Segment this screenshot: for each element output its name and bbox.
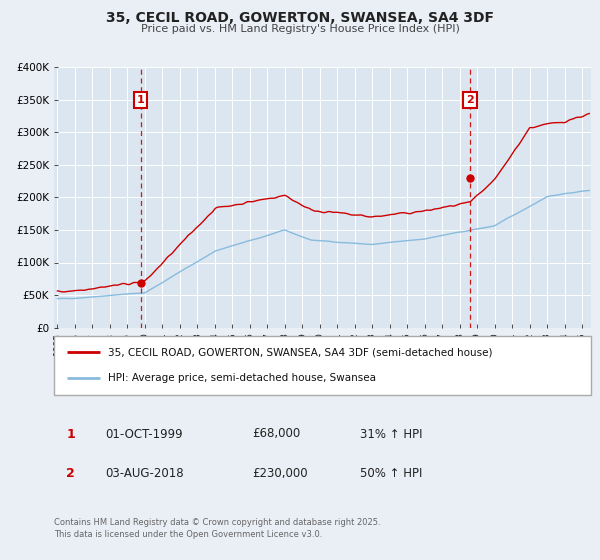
Text: 50% ↑ HPI: 50% ↑ HPI [360,466,422,480]
Text: 1: 1 [66,427,75,441]
Text: £68,000: £68,000 [252,427,300,441]
Text: Price paid vs. HM Land Registry's House Price Index (HPI): Price paid vs. HM Land Registry's House … [140,24,460,34]
Text: 35, CECIL ROAD, GOWERTON, SWANSEA, SA4 3DF (semi-detached house): 35, CECIL ROAD, GOWERTON, SWANSEA, SA4 3… [108,347,492,357]
Text: 2: 2 [66,466,75,480]
Text: 1: 1 [137,95,145,105]
Text: 35, CECIL ROAD, GOWERTON, SWANSEA, SA4 3DF: 35, CECIL ROAD, GOWERTON, SWANSEA, SA4 3… [106,12,494,26]
Text: 2: 2 [466,95,474,105]
Text: HPI: Average price, semi-detached house, Swansea: HPI: Average price, semi-detached house,… [108,374,376,384]
Text: 03-AUG-2018: 03-AUG-2018 [105,466,184,480]
Text: £230,000: £230,000 [252,466,308,480]
Text: 31% ↑ HPI: 31% ↑ HPI [360,427,422,441]
Text: 01-OCT-1999: 01-OCT-1999 [105,427,182,441]
Text: Contains HM Land Registry data © Crown copyright and database right 2025.
This d: Contains HM Land Registry data © Crown c… [54,518,380,539]
